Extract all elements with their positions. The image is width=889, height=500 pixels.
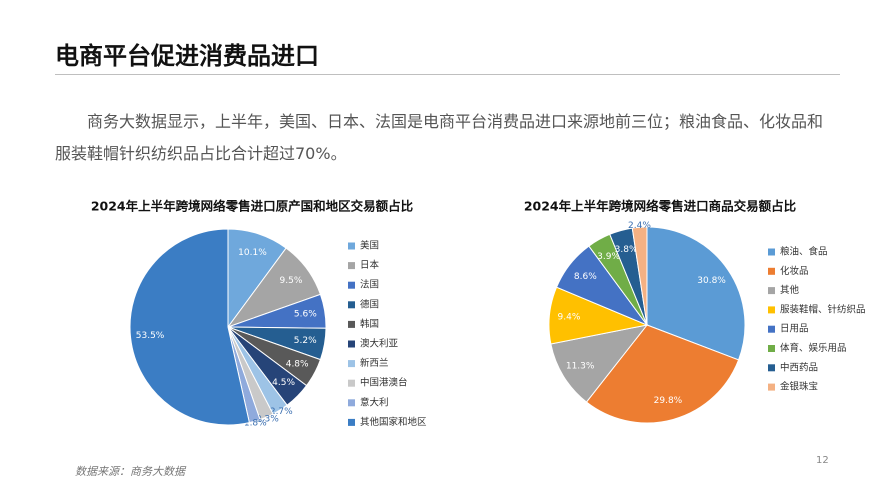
legend-label: 新西兰 bbox=[360, 357, 389, 369]
legend-swatch bbox=[348, 320, 355, 328]
legend-label: 日本 bbox=[360, 259, 380, 271]
chart-title: 2024年上半年跨境网络零售进口原产国和地区交易额占比 bbox=[91, 199, 414, 214]
pie-slice bbox=[550, 324, 649, 403]
legend-swatch bbox=[348, 418, 355, 426]
data-label: 4.8% bbox=[286, 359, 309, 369]
legend-label: 中国港澳台 bbox=[360, 377, 408, 389]
legend-swatch bbox=[768, 325, 775, 333]
legend-swatch bbox=[348, 379, 355, 387]
legend-swatch bbox=[348, 242, 355, 250]
data-label: 30.8% bbox=[697, 276, 726, 286]
source: 数据来源：商务大数据 bbox=[75, 465, 185, 478]
data-label: 9.5% bbox=[280, 276, 303, 286]
pie-slice bbox=[585, 324, 740, 424]
legend-label: 其他国家和地区 bbox=[360, 416, 427, 428]
chart-title: 2024年上半年跨境网络零售进口商品交易额占比 bbox=[524, 199, 797, 214]
data-label: 1.8% bbox=[244, 419, 267, 429]
legend-label: 意大利 bbox=[360, 396, 389, 408]
pie-slice bbox=[129, 228, 250, 426]
legend-swatch bbox=[348, 281, 355, 289]
legend-swatch bbox=[348, 262, 355, 270]
data-label: 3.8% bbox=[615, 245, 638, 255]
data-label: 2.3% bbox=[256, 414, 279, 424]
legend-swatch bbox=[348, 340, 355, 348]
paragraph: 商务大数据显示，上半年，美国、日本、法国是电商平台消费品进口来源地前三位；粮油食… bbox=[55, 112, 824, 163]
data-label: 2.4% bbox=[628, 221, 651, 231]
data-label: 8.6% bbox=[574, 272, 597, 282]
legend-label: 服装鞋帽、针纺织品 bbox=[780, 303, 866, 315]
legend-swatch bbox=[768, 287, 775, 295]
data-label: 2.7% bbox=[270, 407, 293, 417]
pie-slice bbox=[631, 226, 648, 326]
page-number: 12 bbox=[816, 455, 829, 466]
legend-label: 美国 bbox=[360, 240, 379, 252]
data-label: 10.1% bbox=[238, 248, 267, 258]
divider bbox=[55, 74, 840, 75]
data-label: 4.5% bbox=[272, 378, 295, 388]
legend-label: 粮油、食品 bbox=[780, 246, 828, 258]
data-label: 5.2% bbox=[294, 336, 317, 346]
legend-label: 韩国 bbox=[360, 318, 379, 330]
legend-swatch bbox=[768, 267, 775, 275]
legend-swatch bbox=[768, 364, 775, 372]
legend-label: 澳大利亚 bbox=[360, 338, 399, 350]
legend-swatch bbox=[348, 301, 355, 309]
data-label: 9.4% bbox=[558, 313, 581, 323]
legend-swatch bbox=[348, 399, 355, 407]
legend-label: 日用品 bbox=[780, 324, 809, 335]
legend-swatch bbox=[348, 360, 355, 368]
legend-swatch bbox=[768, 306, 775, 314]
legend-label: 金银珠宝 bbox=[780, 381, 818, 393]
data-label: 3.9% bbox=[597, 252, 620, 262]
legend-label: 中西药品 bbox=[780, 361, 818, 373]
legend-swatch bbox=[768, 248, 775, 256]
pie-slice bbox=[646, 226, 746, 361]
data-label: 11.3% bbox=[566, 361, 595, 371]
legend-label: 德国 bbox=[360, 298, 379, 310]
slide-title: 电商平台促进消费品进口 bbox=[55, 42, 319, 70]
legend-swatch bbox=[768, 345, 775, 352]
data-label: 5.6% bbox=[294, 310, 317, 320]
legend-swatch bbox=[768, 383, 775, 391]
data-label: 53.5% bbox=[136, 331, 165, 341]
legend-label: 法国 bbox=[360, 279, 379, 291]
data-label: 29.8% bbox=[654, 396, 683, 406]
legend-label: 其他 bbox=[780, 284, 800, 296]
legend-label: 体育、娱乐用品 bbox=[780, 342, 847, 354]
legend-label: 化妆品 bbox=[780, 265, 809, 277]
